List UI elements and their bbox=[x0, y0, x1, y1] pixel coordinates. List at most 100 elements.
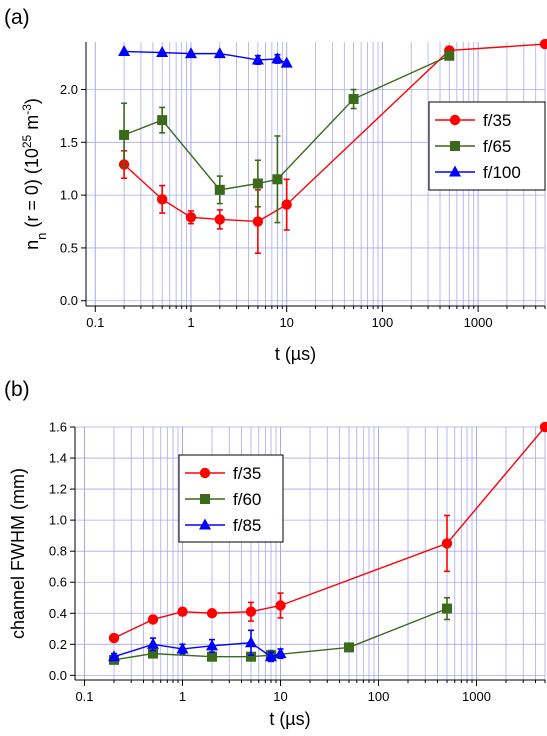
data-point bbox=[108, 632, 120, 644]
data-point bbox=[444, 50, 455, 61]
data-point bbox=[205, 639, 218, 651]
panel-label: (a) bbox=[4, 6, 30, 29]
legend-marker bbox=[199, 467, 211, 479]
y-tick-label: 0.6 bbox=[49, 575, 67, 590]
y-title-text: n bbox=[22, 240, 42, 250]
legend-marker bbox=[449, 165, 461, 177]
data-point bbox=[176, 642, 189, 654]
y-tick-label: 0.0 bbox=[49, 668, 67, 683]
series-f-35 bbox=[108, 421, 547, 644]
panel-a: (a) 0.1 1 10 100 1000 0.0 0.5 1.0 1.5 2.0 t (µs) nn … bbox=[4, 6, 547, 364]
x-tick-label: 1000 bbox=[462, 689, 491, 704]
series-f-100 bbox=[118, 45, 293, 68]
legend: f/35 f/60 f/85 bbox=[178, 454, 284, 543]
data-point bbox=[206, 651, 217, 662]
data-point bbox=[245, 606, 257, 617]
x-tick-label: 1 bbox=[187, 315, 194, 330]
x-tick-label: 1 bbox=[179, 689, 186, 704]
data-point bbox=[146, 637, 159, 649]
x-axis-title: t (µs) bbox=[275, 344, 316, 364]
y-tick-label: 1.0 bbox=[60, 188, 78, 203]
data-point bbox=[107, 650, 120, 662]
panel-b: (b) 0.1 1 10 100 1000 0.0 0.2 0.4 0.6 0.8 1.0 1.2 1.4… bbox=[4, 378, 547, 729]
data-point bbox=[251, 53, 264, 65]
legend: f/35 f/65 f/100 bbox=[428, 101, 546, 191]
legend-label: f/60 bbox=[233, 490, 261, 509]
data-point bbox=[118, 45, 131, 57]
series-f-85 bbox=[107, 629, 287, 663]
data-point bbox=[252, 216, 264, 227]
series-f-60 bbox=[108, 596, 452, 665]
legend-label: f/35 bbox=[233, 464, 261, 483]
data-point bbox=[274, 647, 287, 659]
y-tick-label: 1.5 bbox=[60, 135, 78, 150]
data-point bbox=[280, 56, 293, 68]
data-point bbox=[539, 421, 547, 433]
y-tick-label: 0.2 bbox=[49, 637, 67, 652]
y-title-superscript: -3 bbox=[20, 104, 34, 115]
data-point bbox=[343, 642, 354, 653]
y-tick-label: 0.0 bbox=[60, 293, 78, 308]
data-point bbox=[245, 651, 256, 662]
y-tick-label: 0.4 bbox=[49, 606, 67, 621]
legend-marker bbox=[450, 141, 460, 151]
data-point bbox=[441, 603, 452, 614]
y-tick-label: 1.4 bbox=[49, 451, 67, 466]
data-point bbox=[252, 178, 263, 189]
y-title-subscript: n bbox=[34, 233, 49, 240]
data-point bbox=[271, 52, 284, 64]
x-tick-label: 0.1 bbox=[75, 689, 93, 704]
data-point bbox=[265, 650, 278, 662]
x-tick-label: 100 bbox=[372, 315, 394, 330]
x-tick-label: 1000 bbox=[464, 315, 493, 330]
data-point bbox=[214, 214, 225, 225]
data-point bbox=[213, 47, 226, 59]
data-point bbox=[348, 94, 359, 105]
grid bbox=[75, 426, 546, 680]
data-point bbox=[185, 212, 197, 223]
y-tick-label: 1.6 bbox=[49, 420, 67, 435]
legend-marker bbox=[199, 518, 211, 530]
data-point bbox=[206, 608, 218, 619]
series-f-65 bbox=[119, 50, 455, 224]
x-tick-label: 10 bbox=[273, 689, 287, 704]
data-point bbox=[157, 115, 168, 126]
legend-marker bbox=[200, 494, 210, 504]
x-tick-label: 0.1 bbox=[86, 315, 104, 330]
legend-marker bbox=[449, 114, 461, 126]
series-f-35 bbox=[118, 38, 547, 254]
x-tick-label: 100 bbox=[368, 689, 390, 704]
series-line bbox=[124, 50, 287, 64]
y-tick-label: 1.0 bbox=[49, 513, 67, 528]
data-point bbox=[184, 47, 197, 59]
y-title-text: ) bbox=[22, 98, 42, 104]
data-point bbox=[272, 174, 283, 185]
y-tick-label: 0.5 bbox=[60, 240, 78, 255]
y-tick-label: 1.2 bbox=[49, 482, 67, 497]
legend-label: f/85 bbox=[233, 516, 261, 535]
y-axis-title: channel FWHM (mm) bbox=[8, 468, 28, 639]
series-line bbox=[123, 43, 546, 223]
data-point bbox=[147, 614, 159, 625]
data-point bbox=[281, 199, 292, 210]
data-point bbox=[177, 606, 188, 617]
data-point bbox=[147, 648, 158, 659]
data-point bbox=[275, 600, 286, 611]
data-point bbox=[539, 38, 547, 50]
legend-label: f/100 bbox=[483, 163, 521, 182]
legend-label: f/35 bbox=[483, 111, 511, 130]
data-point bbox=[156, 46, 169, 58]
y-title-text: (r = 0) (10 bbox=[22, 148, 42, 233]
y-axis-title: nn (r = 0) (1025 m-3) bbox=[20, 98, 49, 250]
y-title-superscript: 25 bbox=[20, 134, 34, 148]
data-point bbox=[441, 538, 453, 549]
data-point bbox=[119, 129, 130, 140]
panel-label: (b) bbox=[4, 378, 30, 401]
y-tick-label: 0.8 bbox=[49, 544, 67, 559]
data-point bbox=[156, 194, 168, 205]
data-point bbox=[214, 184, 225, 195]
data-point bbox=[244, 636, 257, 648]
y-title-text: m bbox=[22, 115, 42, 135]
y-tick-label: 2.0 bbox=[60, 82, 78, 97]
